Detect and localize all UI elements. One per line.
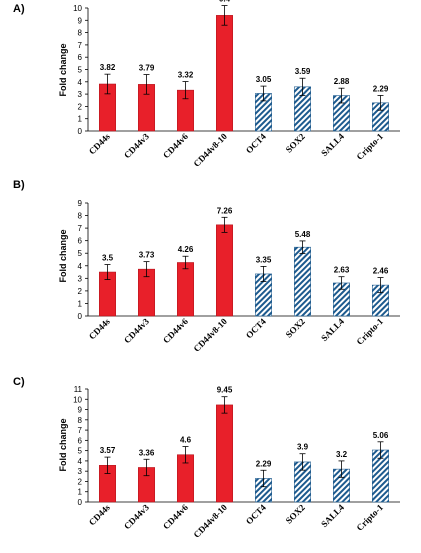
data-label: 4.26 bbox=[178, 245, 194, 254]
x-tick-label: OCT4 bbox=[244, 131, 268, 155]
y-axis-label: Fold change bbox=[58, 229, 68, 282]
y-tick-label: 2 bbox=[78, 102, 83, 111]
data-label: 5.48 bbox=[295, 230, 311, 239]
data-label: 2.29 bbox=[373, 84, 389, 93]
y-tick-label: 1 bbox=[78, 488, 83, 497]
y-tick-label: 6 bbox=[78, 53, 83, 62]
x-tick-label: CD44s bbox=[87, 502, 112, 527]
y-tick-label: 0 bbox=[78, 312, 83, 321]
x-tick-label: OCT4 bbox=[244, 502, 268, 526]
x-tick-label: CD44v3 bbox=[122, 316, 151, 345]
y-tick-label: 4 bbox=[78, 262, 83, 271]
data-label: 2.29 bbox=[256, 459, 272, 468]
y-tick-label: 1 bbox=[78, 115, 83, 124]
x-tick-label: Cripto-1 bbox=[355, 502, 386, 533]
x-tick-label: CD44v8-10 bbox=[191, 131, 229, 169]
data-label: 3.59 bbox=[295, 67, 311, 76]
chart-panel-2: B) Fold change 0 1 2 3 4 5 6 7 8 9 3.5 CD44s 3.73 CD44v… bbox=[13, 179, 400, 354]
panel-label: A) bbox=[13, 3, 25, 15]
x-tick-label: SALL4 bbox=[319, 316, 346, 343]
y-tick-label: 10 bbox=[73, 4, 82, 13]
y-tick-label: 8 bbox=[78, 29, 83, 38]
y-tick-label: 9 bbox=[78, 406, 83, 415]
y-tick-label: 6 bbox=[78, 237, 83, 246]
data-label: 4.6 bbox=[180, 436, 192, 445]
x-tick-label: CD44s bbox=[87, 131, 112, 156]
y-tick-label: 9 bbox=[78, 199, 83, 208]
data-label: 2.63 bbox=[334, 266, 350, 275]
x-tick-label: CD44v6 bbox=[161, 502, 190, 531]
y-tick-label: 7 bbox=[78, 224, 83, 233]
y-tick-label: 3 bbox=[78, 90, 83, 99]
data-label: 3.2 bbox=[336, 450, 348, 459]
data-label: 2.46 bbox=[373, 267, 389, 276]
y-tick-label: 3 bbox=[78, 274, 83, 283]
bar-cd44v8-10 bbox=[216, 15, 233, 132]
x-tick-label: CD44s bbox=[87, 316, 112, 341]
y-tick-label: 10 bbox=[73, 395, 82, 404]
y-tick-label: 4 bbox=[78, 457, 83, 466]
y-tick-label: 7 bbox=[78, 426, 83, 435]
y-tick-label: 5 bbox=[78, 249, 83, 258]
data-label: 3.5 bbox=[102, 254, 114, 263]
bar-sox2 bbox=[294, 246, 311, 317]
panel-label: C) bbox=[13, 376, 25, 388]
data-label: 3.36 bbox=[139, 448, 155, 457]
y-tick-label: 8 bbox=[78, 212, 83, 221]
x-tick-label: CD44v6 bbox=[161, 316, 190, 345]
x-tick-label: CD44v6 bbox=[161, 131, 190, 160]
y-tick-label: 4 bbox=[78, 78, 83, 87]
x-tick-label: CD44v3 bbox=[122, 131, 151, 160]
y-axis-label: Fold change bbox=[58, 43, 68, 96]
data-label: 3.9 bbox=[297, 443, 309, 452]
y-tick-label: 7 bbox=[78, 41, 83, 50]
y-tick-label: 2 bbox=[78, 287, 83, 296]
bar-cd44v8-10 bbox=[216, 404, 233, 503]
y-tick-label: 5 bbox=[78, 447, 83, 456]
x-tick-label: SALL4 bbox=[319, 502, 346, 529]
x-tick-label: SOX2 bbox=[284, 316, 308, 340]
bar-cd44v6 bbox=[177, 262, 194, 317]
y-tick-label: 11 bbox=[74, 385, 83, 394]
data-label: 5.06 bbox=[373, 431, 389, 440]
y-tick-label: 5 bbox=[78, 66, 83, 75]
y-tick-label: 9 bbox=[78, 16, 83, 25]
y-tick-label: 8 bbox=[78, 416, 83, 425]
y-tick-label: 0 bbox=[78, 127, 83, 136]
data-label: 3.79 bbox=[139, 64, 155, 73]
data-label: 2.88 bbox=[334, 77, 350, 86]
x-tick-label: SALL4 bbox=[319, 131, 346, 158]
bar-cd44v8-10 bbox=[216, 224, 233, 317]
chart-panel-1: A) Fold change 0 1 2 3 4 5 6 7 8 9 10 3.82 CD44s 3.79 CD… bbox=[13, 0, 400, 169]
x-tick-label: Cripto-1 bbox=[355, 316, 386, 347]
x-tick-label: SOX2 bbox=[284, 502, 308, 526]
y-tick-label: 6 bbox=[78, 436, 83, 445]
data-label: 3.32 bbox=[178, 71, 194, 80]
data-label: 7.26 bbox=[217, 206, 233, 215]
data-label: 3.35 bbox=[256, 255, 272, 264]
x-tick-label: OCT4 bbox=[244, 316, 268, 340]
data-label: 9.4 bbox=[219, 0, 231, 4]
y-axis-label: Fold change bbox=[58, 418, 68, 471]
data-label: 3.82 bbox=[100, 63, 116, 72]
y-tick-label: 1 bbox=[78, 299, 83, 308]
x-tick-label: SOX2 bbox=[284, 131, 308, 155]
data-label: 3.57 bbox=[100, 446, 116, 455]
x-tick-label: CD44v8-10 bbox=[191, 316, 229, 354]
y-tick-label: 3 bbox=[78, 467, 83, 476]
y-tick-label: 2 bbox=[78, 477, 83, 486]
data-label: 3.73 bbox=[139, 251, 155, 260]
data-label: 9.45 bbox=[217, 386, 233, 395]
x-tick-label: CD44v8-10 bbox=[191, 502, 229, 540]
x-tick-label: Cripto-1 bbox=[355, 131, 386, 162]
panel-label: B) bbox=[13, 179, 25, 191]
data-label: 3.05 bbox=[256, 75, 272, 84]
y-tick-label: 0 bbox=[78, 498, 83, 507]
x-tick-label: CD44v3 bbox=[122, 502, 151, 531]
